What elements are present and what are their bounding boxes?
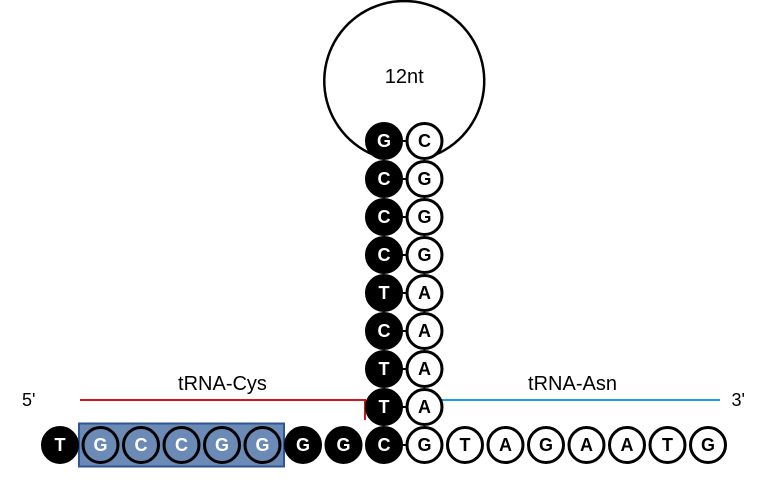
bottom-nt-4-label: G (215, 435, 229, 455)
bottom-nt-1-label: G (93, 435, 107, 455)
trna-asn-line (425, 400, 720, 420)
stem-right-0-label: A (418, 397, 431, 417)
bottom-nt-5-label: G (255, 435, 269, 455)
stem-right-7-label: C (418, 131, 431, 151)
stem-right-4-label: G (417, 245, 431, 265)
trna-cys-label: tRNA-Cys (178, 373, 267, 395)
bottom-nt-16-label: G (701, 435, 715, 455)
stem-left-4-label: C (378, 245, 391, 265)
bottom-nt-11-label: A (499, 435, 512, 455)
bottom-nt-12-label: G (539, 435, 553, 455)
bottom-nt-8-label: C (378, 435, 391, 455)
stem-left-0-label: T (379, 397, 390, 417)
bottom-nt-15-label: T (662, 435, 673, 455)
stem-right-6-label: G (417, 169, 431, 189)
bottom-nt-0-label: T (55, 435, 66, 455)
bottom-nt-2-label: C (135, 435, 148, 455)
stem-right-3-label: A (418, 283, 431, 303)
stem-right-1-label: A (418, 359, 431, 379)
trna-cys-line (80, 400, 365, 420)
stem-left-7-label: G (377, 131, 391, 151)
three-prime-label: 3' (732, 390, 745, 410)
loop-label: 12nt (385, 66, 424, 88)
trna-asn-label: tRNA-Asn (528, 373, 617, 395)
stem-left-1-label: T (379, 359, 390, 379)
stem-right-2-label: A (418, 321, 431, 341)
bottom-nt-14-label: A (621, 435, 634, 455)
bottom-nt-3-label: C (175, 435, 188, 455)
stem-left-2-label: C (378, 321, 391, 341)
bottom-nt-6-label: G (296, 435, 310, 455)
stem-left-5-label: C (378, 207, 391, 227)
stem-right-5-label: G (417, 207, 431, 227)
five-prime-label: 5' (22, 390, 35, 410)
bottom-nt-9-label: G (417, 435, 431, 455)
stem-left-6-label: C (378, 169, 391, 189)
bottom-nt-7-label: G (336, 435, 350, 455)
bottom-nt-10-label: T (460, 435, 471, 455)
bottom-nt-13-label: A (580, 435, 593, 455)
stem-left-3-label: T (379, 283, 390, 303)
